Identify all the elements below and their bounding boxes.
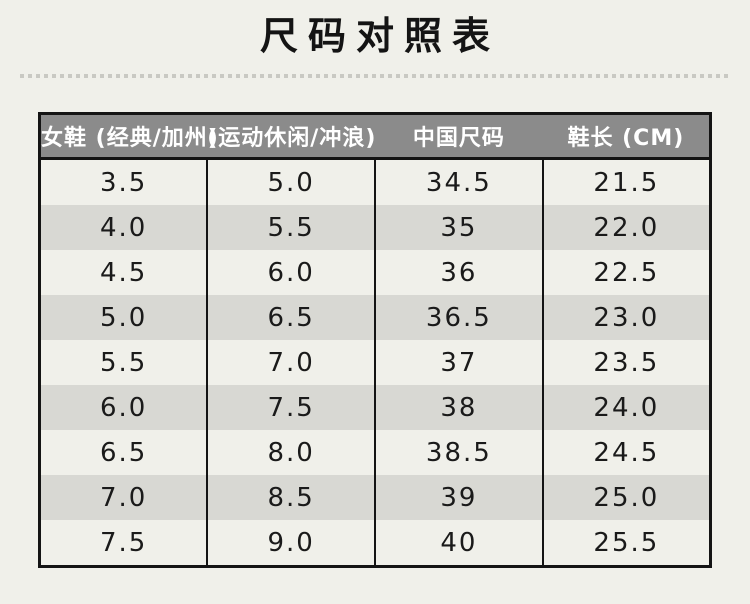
table-row: 5.5 7.0 37 23.5 (38, 340, 712, 385)
table-cell: 6.5 (38, 430, 209, 475)
column-header-china-size: 中国尺码 (375, 113, 543, 160)
table-cell: 6.0 (38, 385, 209, 430)
column-header-sport-casual: (运动休闲/冲浪) (207, 113, 375, 160)
table-cell: 6.0 (206, 250, 376, 295)
table-cell: 9.0 (206, 520, 376, 567)
table-cell: 24.5 (541, 430, 712, 475)
dotted-divider (20, 74, 730, 78)
table-header: 女鞋 (经典/加州) (运动休闲/冲浪) 中国尺码 鞋长 (CM) (39, 113, 711, 160)
table-cell: 39 (374, 475, 544, 520)
table-row: 6.0 7.5 38 24.0 (38, 385, 712, 430)
table-cell: 5.0 (206, 158, 376, 205)
table-cell: 38.5 (374, 430, 544, 475)
table-cell: 37 (374, 340, 544, 385)
table-cell: 4.5 (38, 250, 209, 295)
table-cell: 34.5 (374, 158, 544, 205)
page-title: 尺码对照表 (259, 14, 500, 58)
table-row: 6.5 8.0 38.5 24.5 (38, 430, 712, 475)
table-cell: 8.0 (206, 430, 376, 475)
table-cell: 7.0 (38, 475, 209, 520)
table-cell: 35 (374, 205, 544, 250)
table-row: 5.0 6.5 36.5 23.0 (38, 295, 712, 340)
table-row: 3.5 5.0 34.5 21.5 (38, 158, 712, 205)
table-cell: 8.5 (206, 475, 376, 520)
table-cell: 36 (374, 250, 544, 295)
table-cell: 36.5 (374, 295, 544, 340)
table-cell: 23.0 (541, 295, 712, 340)
table-cell: 3.5 (38, 158, 209, 205)
table-cell: 5.5 (38, 340, 209, 385)
table-cell: 22.0 (541, 205, 712, 250)
table-row: 4.5 6.0 36 22.5 (38, 250, 712, 295)
table-cell: 21.5 (541, 158, 712, 205)
column-header-women-classic: 女鞋 (经典/加州) (39, 113, 218, 160)
table-cell: 6.5 (206, 295, 376, 340)
table-cell: 22.5 (541, 250, 712, 295)
size-comparison-table: 女鞋 (经典/加州) (运动休闲/冲浪) 中国尺码 鞋长 (CM) 3.5 5.… (38, 112, 712, 568)
table-cell: 4.0 (38, 205, 209, 250)
table-cell: 40 (374, 520, 544, 567)
table-cell: 25.5 (541, 520, 712, 567)
table-cell: 7.0 (206, 340, 376, 385)
table-row: 4.0 5.5 35 22.0 (38, 205, 712, 250)
table-cell: 25.0 (541, 475, 712, 520)
table-cell: 5.5 (206, 205, 376, 250)
table-cell: 24.0 (541, 385, 712, 430)
table-row: 7.0 8.5 39 25.0 (38, 475, 712, 520)
header-row: 女鞋 (经典/加州) (运动休闲/冲浪) 中国尺码 鞋长 (CM) (39, 113, 711, 160)
column-header-shoe-length: 鞋长 (CM) (542, 113, 711, 160)
table-cell: 23.5 (541, 340, 712, 385)
table-cell: 7.5 (38, 520, 209, 567)
table-cell: 7.5 (206, 385, 376, 430)
table-body: 3.5 5.0 34.5 21.5 4.0 5.5 35 22.0 4.5 6.… (38, 158, 712, 567)
table-cell: 38 (374, 385, 544, 430)
table-cell: 5.0 (38, 295, 209, 340)
table-row: 7.5 9.0 40 25.5 (38, 520, 712, 567)
